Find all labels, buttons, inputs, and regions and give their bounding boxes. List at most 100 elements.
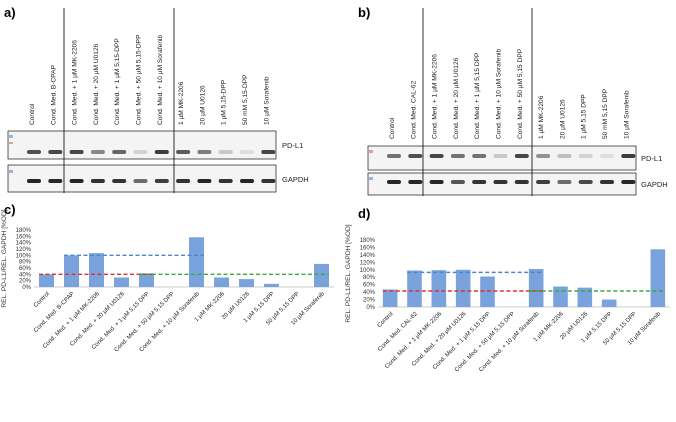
lane-label: 20 µM U0126 (559, 99, 566, 139)
d-bar (480, 276, 495, 307)
d-y-tick-label: 180% (360, 238, 376, 244)
pdl1-band (133, 150, 148, 154)
panel-b-pdl1-label: PD-L1 (641, 154, 662, 163)
pdl1-band (197, 150, 212, 154)
gapdh-band (261, 179, 276, 183)
gapdh-band (240, 179, 254, 183)
panel-d-chart: d) REL. PD-L1/REL. GAPDH [%OD] 0%20% 40%6… (345, 206, 670, 373)
pdl1-band (48, 150, 63, 154)
gapdh-band (600, 180, 614, 184)
pdl1-band (600, 154, 614, 158)
panel-d-y-axis-title: REL. PD-L1/REL. GAPDH [%OD] (345, 224, 352, 322)
panel-c-plot: 0%20%40%60%80%100%120%140%160%180% Contro… (16, 228, 334, 353)
pdl1-band (154, 150, 169, 154)
panel-a-ladder-mark (9, 170, 13, 173)
gapdh-band (27, 179, 41, 183)
c-y-tick-label: 20% (19, 279, 32, 285)
lane-label: Cond. Med. CAL-62 (410, 80, 417, 139)
lane-label: 1 µM 5,15-DPP (221, 79, 228, 125)
pdl1-band (450, 154, 465, 158)
c-y-tick-label: 120% (16, 247, 32, 253)
gapdh-band (536, 180, 551, 184)
gapdh-band (387, 180, 401, 184)
lane-label: Cond. Med. + 1 µM 5,15 DPP (474, 52, 481, 139)
lane-label: Cond. Med. + 10 µM Sorafenib (496, 49, 503, 139)
panel-a-pdl1-bands (27, 150, 276, 154)
lane-label: 10 µM Sorafenib (263, 76, 270, 125)
panel-a-lane-labels: Control Cond. Med. B-CPAP Cond. Med. + 1 µ… (29, 34, 270, 125)
gapdh-band (112, 179, 127, 183)
c-bar (139, 273, 154, 287)
pdl1-band (112, 150, 127, 154)
c-bar (239, 279, 254, 287)
d-bar (407, 270, 422, 307)
panel-b-ladder-mark (369, 177, 373, 180)
panel-a-blot: a) Control Cond. Med. B-CPAP Cond. Med. + … (4, 5, 309, 193)
lane-label: Cond. Med. + 50 µM 5,15-DPP (136, 34, 143, 125)
pdl1-band (27, 150, 41, 154)
gapdh-band (69, 179, 84, 183)
d-y-tick-label: 160% (360, 245, 376, 251)
lane-label: 10 µM Sorafenib (623, 90, 630, 139)
gapdh-band (90, 179, 105, 183)
c-y-tick-label: 80% (19, 260, 32, 266)
gapdh-band (408, 180, 423, 184)
gapdh-band (197, 179, 212, 183)
gapdh-band (557, 180, 572, 184)
c-bar (314, 263, 329, 287)
pdl1-band (536, 154, 551, 158)
d-y-tick-label: 80% (363, 275, 376, 281)
gapdh-band (176, 179, 191, 183)
lane-label: Cond. Med. + 1 µM MK-2206 (72, 40, 79, 125)
c-bar (39, 274, 54, 287)
c-y-tick-label: 160% (16, 234, 32, 240)
gapdh-band (48, 179, 63, 183)
d-y-tick-label: 40% (363, 290, 376, 296)
d-bar (431, 270, 447, 307)
d-bar (382, 289, 398, 307)
panel-c-label: c) (4, 202, 16, 217)
pdl1-band (472, 154, 487, 158)
lane-label: 50 mM 5,15-DPP (242, 74, 249, 125)
pdl1-band (493, 154, 508, 158)
panel-d-label: d) (358, 206, 370, 221)
c-bar (114, 277, 129, 287)
lane-label: 50 mM 5,15 DPP (602, 88, 609, 139)
panel-a-ladder-mark (9, 135, 13, 138)
panel-a-ladder-mark (9, 142, 13, 144)
panel-a-label: a) (4, 5, 16, 20)
d-y-tick-label: 60% (363, 283, 376, 289)
gapdh-band (493, 180, 508, 184)
pdl1-band (218, 150, 233, 154)
panel-a-gapdh-bands (27, 179, 276, 183)
c-bar (89, 253, 104, 287)
pdl1-band (387, 154, 401, 158)
c-y-tick-label: 0% (22, 285, 31, 291)
panel-a-pdl1-strip (7, 130, 277, 160)
panel-b-label: b) (358, 5, 370, 20)
lane-label: Cond. Med. + 50 µM 5,15 DPP (517, 48, 524, 139)
pdl1-band (408, 154, 423, 158)
lane-label: Cond. Med. B-CPAP (50, 64, 57, 125)
panel-b-gapdh-label: GAPDH (641, 180, 668, 189)
lane-label: 20 µM U0126 (199, 85, 206, 125)
gapdh-band (578, 180, 593, 184)
lane-label: Cond. Med. + 20 µM U0126 (453, 57, 460, 139)
lane-label: 1 µM MK-2206 (538, 95, 545, 139)
panel-b-blot: b) Control Cond. Med. CAL-62 Cond. Med. + … (358, 5, 668, 196)
panel-b-gapdh-bands (387, 180, 636, 184)
gapdh-band (133, 179, 148, 183)
gapdh-band (218, 179, 233, 183)
panel-b-ladder-mark (369, 150, 373, 153)
lane-label: Control (389, 117, 396, 139)
c-y-tick-label: 40% (19, 272, 32, 278)
lane-label: Cond. Med. + 10 µM Sorafenib (157, 35, 164, 125)
panel-a-gapdh-label: GAPDH (282, 175, 309, 184)
d-bar (528, 269, 544, 307)
gapdh-band (621, 180, 636, 184)
d-bar (577, 287, 593, 307)
pdl1-band (90, 150, 105, 154)
pdl1-band (557, 154, 572, 158)
pdl1-band (261, 150, 276, 154)
